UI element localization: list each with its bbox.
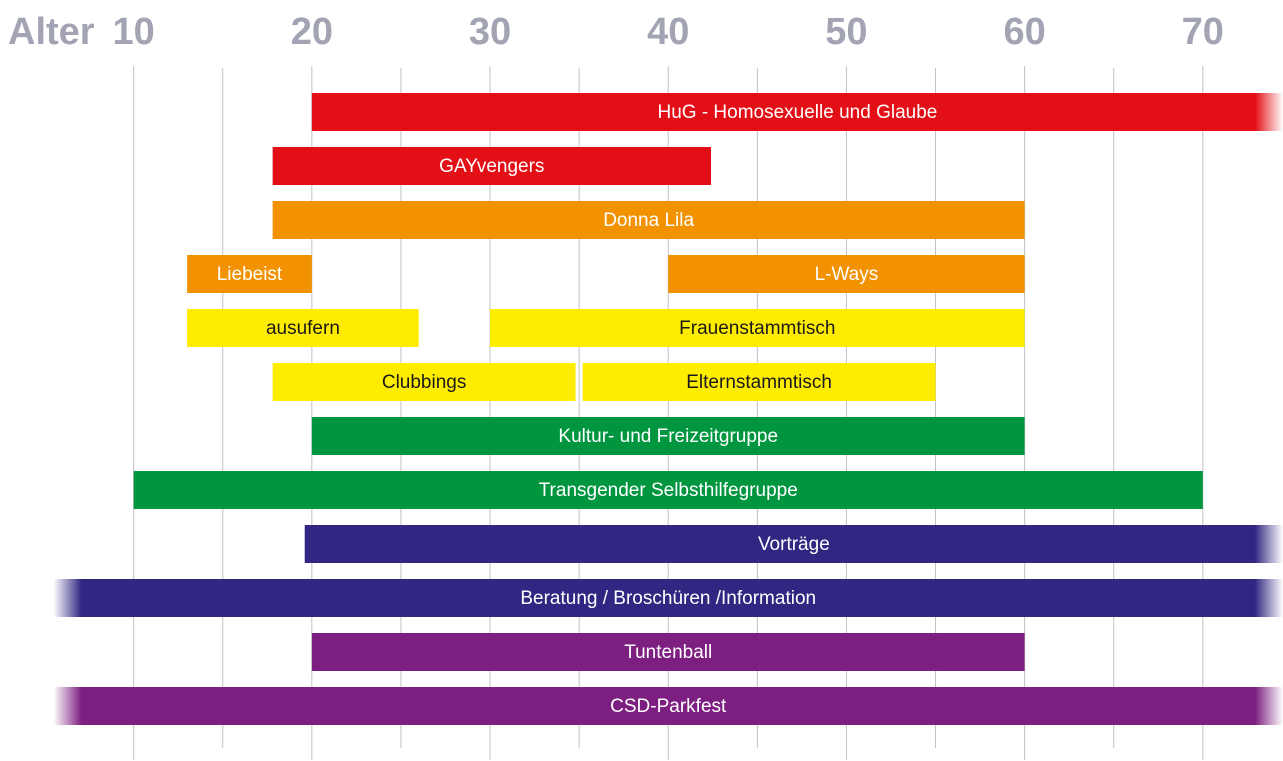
bar [272,147,711,185]
bar [304,525,1283,563]
bar [311,93,1283,131]
bar-label: Tuntenball [624,642,712,663]
x-tick-label: 20 [291,11,333,53]
bar [272,201,1025,239]
axis-label: Alter [8,11,95,53]
bar [272,363,576,401]
bar-label: Donna Lila [603,210,694,231]
x-tick-label: 50 [825,11,867,53]
bar [311,633,1025,671]
bar [490,309,1025,347]
bar [133,471,1203,509]
x-tick-label: 60 [1003,11,1045,53]
bar-label: Frauenstammtisch [679,318,835,339]
bar-label: Clubbings [382,372,467,393]
bar [311,417,1025,455]
x-tick-label: 30 [469,11,511,53]
bar-label: Elternstammtisch [686,372,832,393]
bar-label: Kultur- und Freizeitgruppe [558,426,778,447]
bar-label: HuG - Homosexuelle und Glaube [657,102,937,123]
bar-label: L-Ways [815,264,879,285]
bar-label: Transgender Selbsthilfegruppe [539,480,798,501]
bar [668,255,1025,293]
x-tick-label: 10 [113,11,155,53]
x-tick-label: 70 [1182,11,1224,53]
bar-label: Liebeist [217,264,283,285]
bar [53,579,1283,617]
bar-label: GAYvengers [439,156,544,177]
bar-label: CSD-Parkfest [610,696,727,717]
x-tick-label: 40 [647,11,689,53]
bar [53,687,1283,725]
bar [187,309,419,347]
bar [582,363,936,401]
bar-label: Vorträge [758,534,830,555]
bar [187,255,312,293]
bar-label: Beratung / Broschüren /Information [520,588,816,609]
bar-label: ausufern [266,318,340,339]
